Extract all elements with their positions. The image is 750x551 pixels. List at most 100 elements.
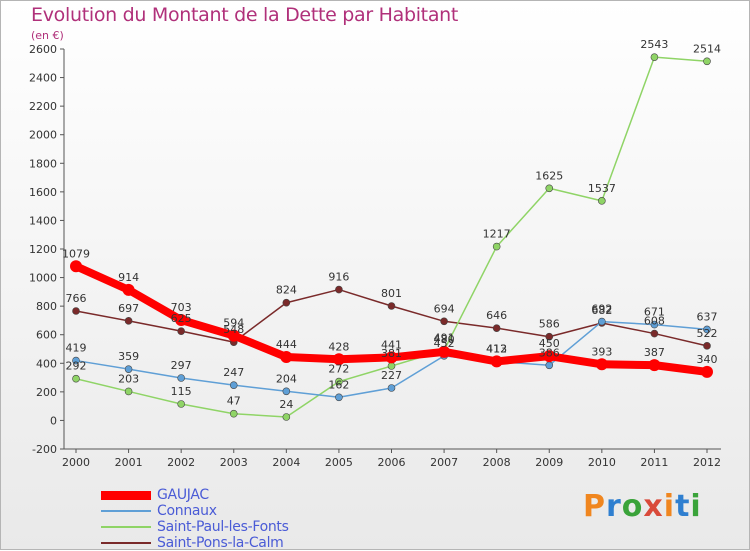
chart-unit: (en €): [31, 29, 64, 42]
data-label: 393: [591, 345, 612, 358]
data-label: 682: [591, 304, 612, 317]
logo-letter: P: [583, 489, 606, 524]
data-label: 359: [118, 350, 139, 363]
data-point: [72, 374, 80, 383]
data-point: [124, 317, 133, 325]
data-point: [387, 302, 396, 310]
data-label: 428: [328, 340, 349, 353]
proxiti-logo: Proxiti: [583, 489, 702, 524]
x-tick-label: 2006: [378, 456, 406, 469]
y-tick-label: 400: [36, 357, 57, 370]
y-tick-label: 600: [36, 329, 57, 342]
data-point: [545, 361, 554, 370]
data-label: 272: [328, 363, 349, 376]
data-point: [177, 374, 185, 382]
legend-label-gaujac: GAUJAC: [157, 487, 209, 503]
y-tick-label: 1000: [29, 272, 57, 285]
data-label: 694: [434, 302, 455, 315]
legend-item-gaujac[interactable]: GAUJAC: [101, 487, 289, 503]
y-tick-label: 2200: [29, 100, 57, 113]
data-point: [124, 387, 133, 396]
y-tick-label: 1200: [29, 243, 57, 256]
data-label: 452: [434, 337, 455, 350]
data-point: [70, 260, 82, 273]
data-label: 340: [697, 353, 718, 366]
data-point: [648, 359, 661, 372]
x-tick-label: 2009: [535, 456, 563, 469]
legend-swatch-gaujac: [101, 490, 151, 500]
data-label: 381: [381, 347, 402, 360]
legend-swatch-connaux: [101, 510, 151, 512]
y-tick-label: -200: [32, 443, 57, 456]
data-label: 203: [118, 372, 139, 385]
data-label: 227: [381, 369, 402, 382]
data-point: [387, 384, 396, 392]
chart-title: Evolution du Montant de la Dette par Hab…: [31, 4, 459, 26]
data-label: 586: [539, 318, 560, 331]
x-tick-label: 2002: [167, 456, 195, 469]
data-label: 522: [697, 327, 718, 340]
data-point: [703, 57, 711, 66]
y-tick-label: 2400: [29, 72, 57, 85]
data-point: [335, 285, 343, 294]
data-label: 692: [591, 303, 612, 316]
data-label: 914: [118, 271, 139, 284]
legend-item-connaux[interactable]: Connaux: [101, 503, 289, 519]
data-label: 637: [697, 310, 718, 323]
y-tick-label: 1400: [29, 214, 57, 227]
x-tick-label: 2010: [588, 456, 616, 469]
data-label: 297: [171, 359, 192, 372]
data-label: 412: [486, 343, 507, 356]
data-point: [332, 353, 345, 366]
y-tick-label: 1600: [29, 186, 57, 199]
data-label: 162: [328, 378, 349, 391]
y-tick-label: 800: [36, 300, 57, 313]
data-label: 703: [171, 301, 192, 314]
data-label: 2514: [693, 42, 721, 55]
y-tick-label: 0: [50, 414, 57, 427]
data-label: 646: [486, 309, 507, 322]
logo-letter: r: [606, 489, 622, 524]
logo-letter: t: [675, 489, 691, 524]
x-tick-label: 2003: [220, 456, 248, 469]
data-point: [598, 197, 606, 205]
data-point: [122, 283, 135, 296]
data-point: [229, 381, 238, 389]
data-point: [703, 325, 711, 334]
data-point: [72, 356, 80, 365]
data-point: [650, 320, 659, 329]
data-point: [335, 377, 343, 386]
y-tick-label: 2600: [29, 43, 57, 56]
x-tick-label: 2012: [693, 456, 721, 469]
data-label: 441: [381, 338, 402, 351]
legend-label-connaux: Connaux: [157, 503, 217, 519]
data-point: [703, 342, 711, 350]
data-point: [650, 329, 659, 338]
logo-letter: o: [621, 489, 644, 524]
logo-letter: i: [663, 489, 676, 524]
data-label: 625: [171, 312, 192, 325]
data-label: 204: [276, 372, 297, 385]
data-point: [282, 413, 291, 421]
data-label: 480: [434, 333, 455, 346]
data-point: [177, 400, 185, 408]
data-point: [492, 324, 501, 332]
x-tick-label: 2004: [272, 456, 300, 469]
data-label: 2543: [640, 38, 668, 51]
y-tick-label: 200: [36, 386, 57, 399]
data-label: 594: [223, 317, 244, 330]
legend-swatch-saint-paul: [101, 526, 151, 528]
data-point: [438, 345, 451, 358]
data-label: 491: [434, 331, 455, 344]
legend-item-saint-paul[interactable]: Saint-Paul-les-Fonts: [101, 519, 289, 535]
data-point: [385, 351, 398, 364]
legend-item-saint-pons[interactable]: Saint-Pons-la-Calm: [101, 535, 289, 551]
y-tick-label: 1800: [29, 157, 57, 170]
x-tick-label: 2000: [62, 456, 90, 469]
data-label: 608: [644, 315, 665, 328]
logo-letter: x: [643, 489, 664, 524]
logo-letter: i: [690, 489, 702, 524]
data-label: 824: [276, 284, 297, 297]
data-label: 697: [118, 302, 139, 315]
